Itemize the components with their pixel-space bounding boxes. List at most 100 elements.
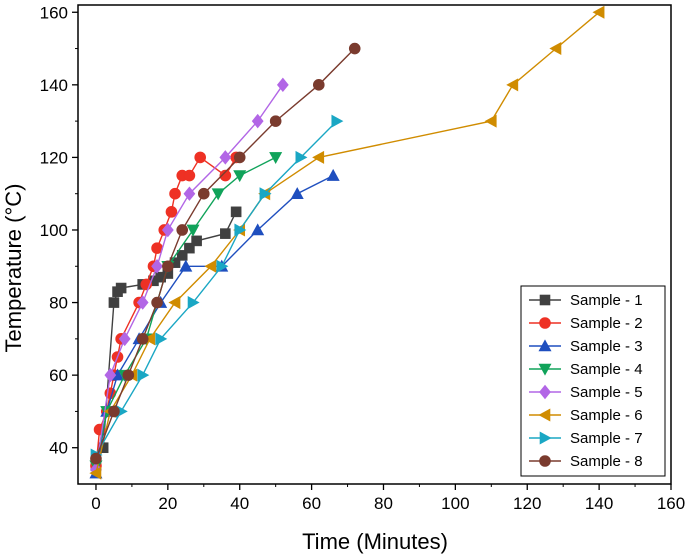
data-point (484, 114, 497, 128)
plot-frame (77, 4, 672, 485)
legend-item: Sample - 3 (529, 338, 643, 355)
data-point (219, 169, 232, 182)
data-point (233, 170, 247, 183)
y-tick-label: 160 (40, 3, 68, 22)
series-8 (90, 42, 361, 465)
series-5 (90, 77, 289, 477)
legend-marker (539, 294, 551, 306)
data-point (162, 260, 174, 273)
y-tick-label: 60 (49, 366, 68, 385)
x-tick-label: 80 (374, 494, 393, 513)
data-point (204, 259, 217, 273)
data-point (104, 367, 117, 383)
legend-label: Sample - 5 (570, 384, 643, 401)
y-axis-title: Temperature (°C) (1, 184, 26, 353)
data-point (89, 466, 102, 480)
data-point (186, 224, 200, 237)
y-tick-label: 140 (40, 76, 68, 95)
legend-marker (539, 317, 551, 329)
data-point (118, 331, 131, 347)
plot-border (77, 4, 672, 485)
data-point (326, 168, 340, 181)
data-point (165, 206, 178, 218)
data-point (312, 150, 325, 164)
legend-item: Sample - 2 (529, 315, 643, 332)
data-point (233, 151, 246, 164)
legend-label: Sample - 1 (570, 292, 643, 309)
data-point (137, 368, 150, 382)
data-point (176, 250, 188, 261)
x-tick-label: 20 (158, 494, 177, 513)
legend-marker (538, 408, 551, 422)
data-point (115, 282, 127, 294)
legend-item: Sample - 7 (529, 430, 643, 447)
data-point (290, 187, 304, 199)
x-axis-title: Time (Minutes) (302, 529, 448, 554)
legend-marker (539, 431, 552, 445)
data-point (251, 223, 265, 236)
data-point (348, 42, 361, 55)
legend-label: Sample - 6 (570, 407, 643, 424)
data-point (194, 151, 206, 164)
y-tick-label: 100 (40, 221, 68, 240)
data-point (161, 222, 174, 238)
series-layer (89, 5, 605, 480)
data-point (506, 78, 519, 92)
data-point (216, 259, 229, 273)
data-point (187, 296, 200, 310)
data-point (183, 169, 196, 182)
series-line (95, 48, 356, 459)
data-point (312, 79, 325, 91)
data-point (108, 297, 120, 308)
legend-label: Sample - 4 (570, 361, 643, 378)
data-point (176, 224, 189, 236)
x-tick-label: 100 (441, 494, 469, 513)
legend-item: Sample - 5 (529, 384, 643, 401)
legend-marker (539, 455, 551, 467)
x-tick-label: 40 (230, 494, 249, 513)
y-tick-label: 80 (49, 294, 68, 313)
x-tick-label: 160 (657, 494, 685, 513)
data-point (592, 5, 605, 19)
x-tick-label: 120 (513, 494, 541, 513)
series-3 (89, 168, 340, 479)
data-point (259, 187, 272, 201)
data-point (136, 295, 149, 310)
data-point (136, 333, 149, 345)
data-point (331, 114, 344, 128)
legend-label: Sample - 7 (570, 430, 643, 447)
series-line (95, 120, 338, 456)
data-point (251, 113, 264, 129)
data-point (108, 405, 120, 418)
legend-label: Sample - 2 (570, 315, 643, 332)
data-point (234, 223, 247, 237)
y-tick-label: 120 (40, 148, 68, 167)
x-tick-label: 140 (585, 494, 613, 513)
data-point (220, 228, 231, 239)
legend-item: Sample - 4 (529, 361, 643, 378)
legend-item: Sample - 1 (529, 292, 643, 309)
data-point (90, 452, 102, 465)
data-point (230, 206, 242, 218)
data-point (197, 187, 210, 200)
series-line (95, 174, 334, 474)
x-axis: 0 20 40 60 80 100 120 140 160 (91, 484, 685, 513)
x-tick-label: 60 (302, 494, 321, 513)
data-point (179, 259, 193, 272)
legend-marker (538, 363, 552, 376)
data-point (184, 242, 195, 254)
data-point (143, 332, 156, 346)
y-tick-label: 40 (49, 439, 68, 458)
data-point (168, 296, 181, 310)
series-line (95, 84, 284, 470)
data-point (269, 152, 283, 165)
data-point (211, 188, 225, 201)
data-point (122, 369, 135, 381)
legend-label: Sample - 8 (570, 453, 643, 470)
legend-label: Sample - 3 (570, 338, 643, 355)
data-point (219, 150, 232, 165)
legend-marker (539, 384, 551, 400)
legend-item: Sample - 8 (529, 453, 643, 470)
x-tick-label: 0 (91, 494, 100, 513)
